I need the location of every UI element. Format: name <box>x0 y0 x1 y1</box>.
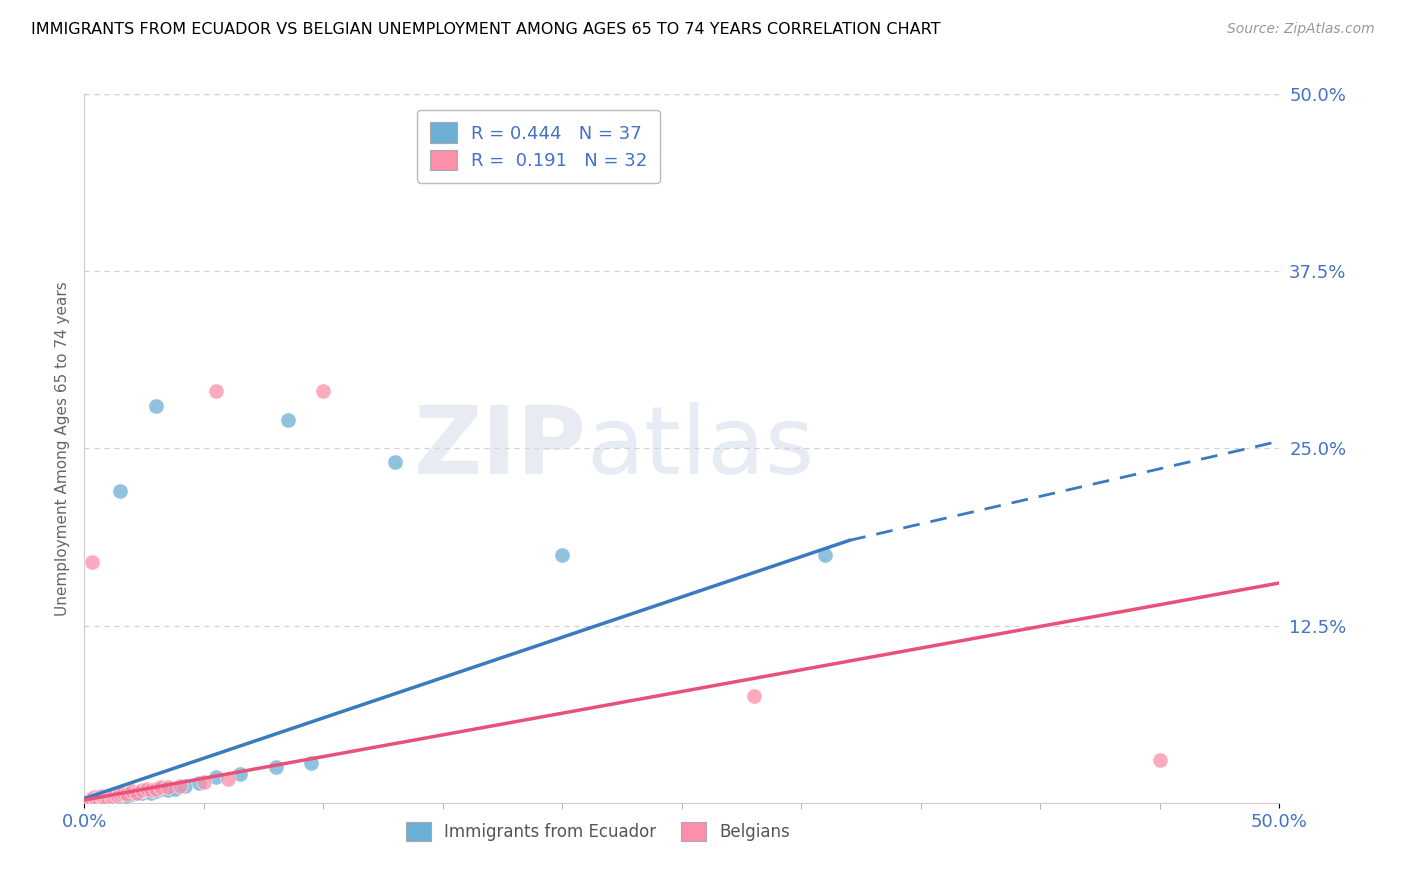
Point <box>217 772 239 786</box>
Point <box>121 784 143 798</box>
Point <box>121 787 143 801</box>
Point <box>100 791 122 805</box>
Legend: Immigrants from Ecuador, Belgians: Immigrants from Ecuador, Belgians <box>399 815 797 847</box>
Point <box>101 790 124 805</box>
Point <box>80 791 103 805</box>
Point <box>125 786 148 800</box>
Point <box>100 790 122 805</box>
Point <box>94 791 117 805</box>
Text: ZIP: ZIP <box>413 402 586 494</box>
Point <box>111 790 134 805</box>
Point <box>101 789 124 803</box>
Point <box>77 793 100 807</box>
Point <box>104 791 127 805</box>
Point <box>110 787 132 801</box>
Point <box>277 413 299 427</box>
Point <box>312 384 335 399</box>
Point <box>264 760 287 774</box>
Point <box>83 790 105 805</box>
Point <box>742 690 765 704</box>
Text: Source: ZipAtlas.com: Source: ZipAtlas.com <box>1227 22 1375 37</box>
Point <box>131 786 153 800</box>
Point <box>551 548 574 562</box>
Point <box>149 780 172 795</box>
Point <box>87 791 110 805</box>
Point <box>165 781 187 796</box>
Point <box>90 789 112 803</box>
Point <box>157 783 180 797</box>
Point <box>205 770 228 784</box>
Point <box>94 793 117 807</box>
Point <box>814 548 837 562</box>
Point <box>169 779 191 793</box>
Point <box>90 793 112 807</box>
Point <box>93 790 115 805</box>
Point <box>141 783 163 797</box>
Point <box>135 784 157 798</box>
Y-axis label: Unemployment Among Ages 65 to 74 years: Unemployment Among Ages 65 to 74 years <box>55 281 70 615</box>
Point <box>97 791 120 805</box>
Point <box>145 784 167 798</box>
Point <box>149 781 172 796</box>
Point <box>117 789 139 803</box>
Point <box>193 774 215 789</box>
Point <box>131 783 153 797</box>
Point <box>229 767 252 781</box>
Point <box>384 455 406 469</box>
Point <box>87 791 110 805</box>
Point <box>188 776 211 790</box>
Point <box>141 786 163 800</box>
Point <box>205 384 228 399</box>
Point <box>114 787 136 801</box>
Point <box>173 779 195 793</box>
Point <box>110 483 132 498</box>
Point <box>111 786 134 800</box>
Point <box>104 787 127 801</box>
Point <box>107 789 129 803</box>
Point <box>145 781 167 796</box>
Point <box>1149 753 1171 767</box>
Point <box>93 791 115 805</box>
Point <box>301 756 323 770</box>
Point <box>110 789 132 803</box>
Point <box>77 793 100 807</box>
Point <box>157 780 180 795</box>
Point <box>125 786 148 800</box>
Point <box>86 791 108 805</box>
Point <box>80 555 103 569</box>
Point <box>135 781 157 796</box>
Point <box>86 793 108 807</box>
Point <box>145 399 167 413</box>
Text: IMMIGRANTS FROM ECUADOR VS BELGIAN UNEMPLOYMENT AMONG AGES 65 TO 74 YEARS CORREL: IMMIGRANTS FROM ECUADOR VS BELGIAN UNEMP… <box>31 22 941 37</box>
Text: atlas: atlas <box>586 402 814 494</box>
Point <box>83 791 105 805</box>
Point <box>117 787 139 801</box>
Point <box>80 791 103 805</box>
Point <box>97 791 120 805</box>
